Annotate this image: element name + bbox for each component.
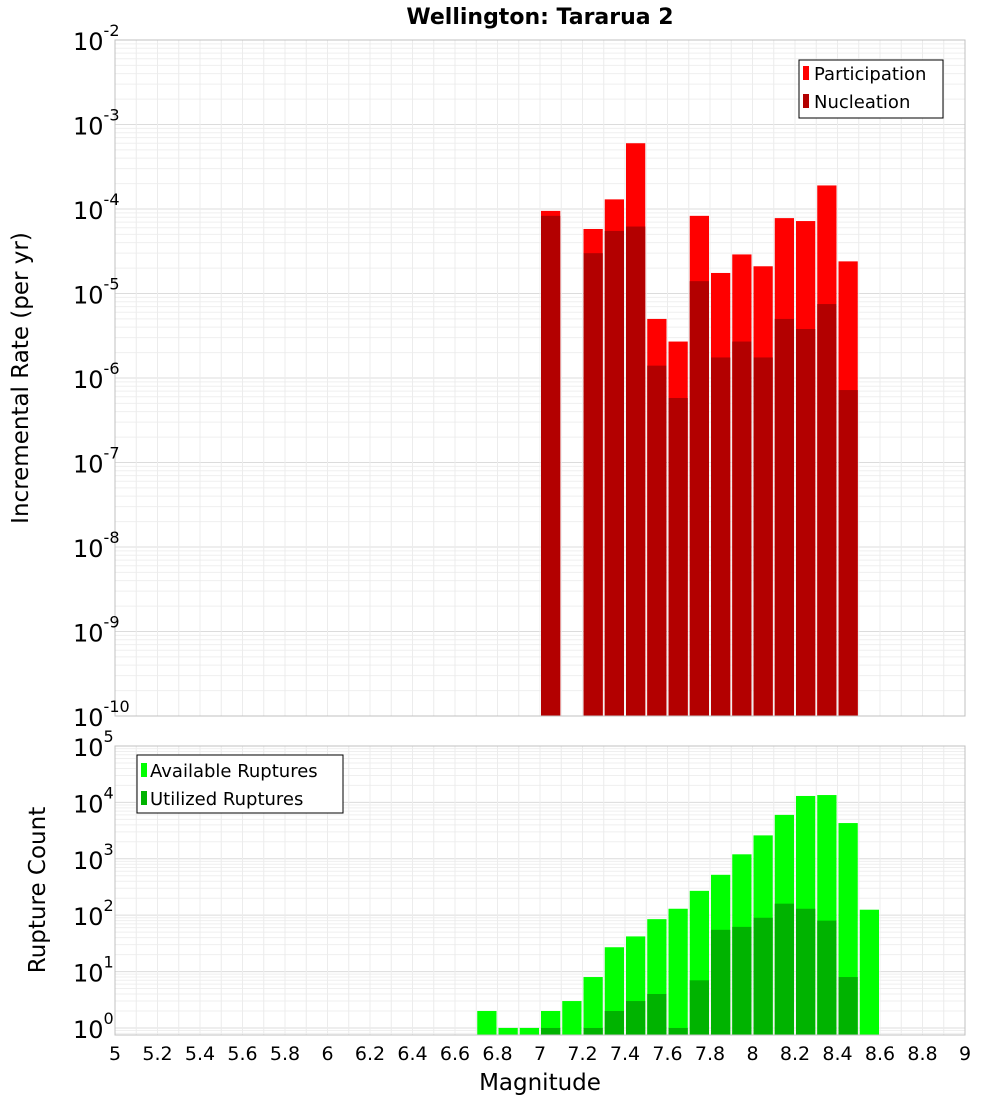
bar-utilized-ruptures-7.75 <box>689 980 709 1035</box>
chart-title: Wellington: Tararua 2 <box>406 5 673 30</box>
x-tick-label-3: 5.6 <box>227 1043 257 1065</box>
bar-nucleation-7.45 <box>626 226 646 716</box>
bar-available-ruptures-6.85 <box>498 1027 518 1035</box>
bar-available-ruptures-7.15 <box>562 1001 582 1035</box>
x-tick-label-19: 8.8 <box>907 1043 937 1065</box>
count-bars <box>477 795 879 1035</box>
rate-legend: Participation Nucleation <box>798 59 944 119</box>
rate-y-axis-label: Incremental Rate (per yr) <box>8 232 34 524</box>
x-tick-label-13: 7.6 <box>652 1043 682 1065</box>
x-tick-label-4: 5.8 <box>270 1043 300 1065</box>
y-tick-label-count-1: 101 <box>73 953 114 988</box>
y-tick-label-count-4: 104 <box>73 783 114 818</box>
bar-nucleation-8.35 <box>817 304 837 716</box>
x-tick-label-15: 8 <box>746 1043 758 1065</box>
y-tick-label-rate-7: 10-3 <box>73 106 120 141</box>
rate-y-tick-labels: 10-10 10-9 10-8 10-7 10-6 10-5 10-4 10-3 10-2 <box>73 21 130 732</box>
bar-nucleation-8.05 <box>753 357 773 716</box>
x-tick-label-0: 5 <box>109 1043 121 1065</box>
bar-nucleation-7.95 <box>732 341 752 716</box>
count-panel: 100 101 102 103 104 105 Rupture Count Availab… <box>25 727 966 1044</box>
count-legend: Available Ruptures Utilized Ruptures <box>136 754 344 814</box>
bar-utilized-ruptures-7.05 <box>541 1027 561 1035</box>
y-tick-label-count-5: 105 <box>73 727 114 762</box>
rate-plot-frame <box>114 39 966 717</box>
legend-swatch-available <box>141 763 147 777</box>
bar-available-ruptures-7.25 <box>583 977 603 1035</box>
x-tick-label-17: 8.4 <box>822 1043 852 1065</box>
x-tick-label-5: 6 <box>321 1043 333 1065</box>
bar-utilized-ruptures-7.55 <box>647 994 667 1035</box>
bar-available-ruptures-6.75 <box>477 1010 497 1035</box>
bar-nucleation-8.15 <box>774 318 794 716</box>
bar-nucleation-7.75 <box>689 281 709 716</box>
bar-utilized-ruptures-7.35 <box>604 1010 624 1035</box>
bar-nucleation-7.85 <box>711 357 731 716</box>
y-tick-label-rate-0: 10-10 <box>73 697 130 732</box>
rate-panel: 10-10 10-9 10-8 10-7 10-6 10-5 10-4 10-3 10-2 In… <box>8 21 966 732</box>
x-tick-label-8: 6.6 <box>440 1043 470 1065</box>
legend-label-nucleation: Nucleation <box>814 92 910 113</box>
bar-available-ruptures-7.65 <box>668 908 688 1035</box>
legend-label-available: Available Ruptures <box>150 761 318 782</box>
x-tick-label-16: 8.2 <box>780 1043 810 1065</box>
count-y-axis-label: Rupture Count <box>25 807 51 973</box>
x-tick-label-14: 7.8 <box>695 1043 725 1065</box>
y-tick-label-rate-2: 10-8 <box>73 528 120 563</box>
legend-label-utilized: Utilized Ruptures <box>150 789 303 810</box>
rate-bars <box>541 143 858 717</box>
x-tick-label-18: 8.6 <box>865 1043 895 1065</box>
bar-utilized-ruptures-8.25 <box>796 908 816 1035</box>
y-tick-label-rate-5: 10-5 <box>73 275 120 310</box>
bar-utilized-ruptures-7.25 <box>583 1027 603 1035</box>
bar-available-ruptures-8.55 <box>859 909 879 1035</box>
x-tick-label-12: 7.4 <box>610 1043 640 1065</box>
rate-legend-box <box>798 59 944 119</box>
y-tick-label-count-2: 102 <box>73 896 114 931</box>
x-axis-label: Magnitude <box>479 1070 601 1096</box>
bar-nucleation-7.35 <box>604 230 624 717</box>
legend-label-participation: Participation <box>814 64 926 85</box>
bar-nucleation-8.25 <box>796 329 816 716</box>
x-tick-label-20: 9 <box>959 1043 971 1065</box>
bar-available-ruptures-6.95 <box>519 1027 539 1035</box>
rate-grid <box>114 39 966 717</box>
bar-nucleation-7.65 <box>668 397 688 716</box>
bar-utilized-ruptures-8.15 <box>774 903 794 1035</box>
y-tick-label-count-0: 100 <box>73 1009 114 1044</box>
y-tick-label-rate-3: 10-7 <box>73 444 120 479</box>
x-tick-label-7: 6.4 <box>397 1043 427 1065</box>
bar-utilized-ruptures-7.65 <box>668 1027 688 1035</box>
legend-swatch-participation <box>803 66 809 80</box>
y-tick-label-count-3: 103 <box>73 840 114 875</box>
bar-utilized-ruptures-8.45 <box>838 977 858 1035</box>
y-tick-label-rate-8: 10-2 <box>73 21 120 56</box>
x-tick-label-10: 7 <box>534 1043 546 1065</box>
count-y-tick-labels: 100 101 102 103 104 105 <box>73 727 114 1044</box>
count-plot-frame <box>114 745 966 1036</box>
y-tick-label-rate-1: 10-9 <box>73 613 120 648</box>
x-tick-label-9: 6.8 <box>482 1043 512 1065</box>
legend-swatch-utilized <box>141 791 147 805</box>
bar-nucleation-7.55 <box>647 365 667 716</box>
count-legend-box <box>136 754 344 814</box>
y-tick-label-rate-4: 10-6 <box>73 359 120 394</box>
bar-utilized-ruptures-8.05 <box>753 917 773 1035</box>
bar-utilized-ruptures-7.95 <box>732 926 752 1035</box>
bar-utilized-ruptures-7.85 <box>711 929 731 1035</box>
bar-nucleation-7.05 <box>541 215 561 717</box>
x-tick-labels: 5 5.2 5.4 5.6 5.8 6 6.2 6.4 6.6 6.8 7 7.2 7.4 7.6 7.8 8… <box>109 1043 971 1065</box>
x-tick-label-1: 5.2 <box>142 1043 172 1065</box>
legend-swatch-nucleation <box>803 94 809 108</box>
bar-nucleation-8.45 <box>838 390 858 716</box>
x-tick-label-2: 5.4 <box>185 1043 215 1065</box>
x-tick-label-11: 7.2 <box>567 1043 597 1065</box>
x-tick-label-6: 6.2 <box>355 1043 385 1065</box>
y-tick-label-rate-6: 10-4 <box>73 190 120 225</box>
bar-utilized-ruptures-8.35 <box>817 920 837 1035</box>
bar-utilized-ruptures-7.45 <box>626 1001 646 1035</box>
bar-nucleation-7.25 <box>583 253 603 716</box>
